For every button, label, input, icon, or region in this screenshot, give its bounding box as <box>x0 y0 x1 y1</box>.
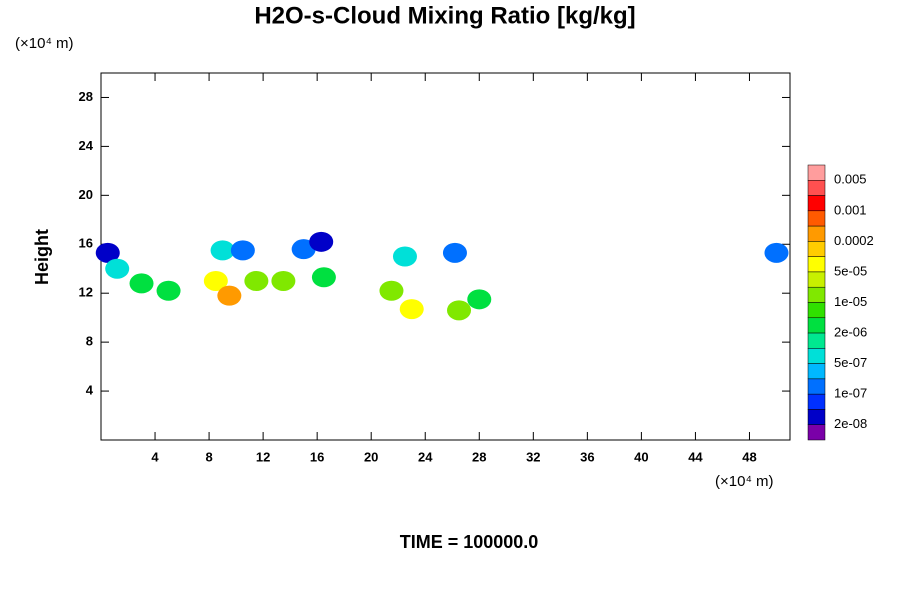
cloud-cell <box>392 246 417 267</box>
colorbar-box <box>807 286 826 303</box>
cloud-cell <box>230 240 255 261</box>
colorbar-label: 1e-07 <box>834 386 867 401</box>
colorbar-box <box>807 378 826 395</box>
x-tick-label: 12 <box>256 449 270 464</box>
cloud-cell <box>105 258 130 279</box>
colorbar-box <box>807 393 826 410</box>
x-tick-label: 20 <box>364 449 378 464</box>
colorbar-box <box>807 302 826 319</box>
cloud-cell <box>442 242 467 263</box>
colorbar-label: 2e-06 <box>834 324 867 339</box>
colorbar-label: 5e-07 <box>834 355 867 370</box>
cloud-cell <box>217 285 242 306</box>
colorbar-box <box>807 332 826 349</box>
colorbar-label: 1e-05 <box>834 294 867 309</box>
colorbar-label: 0.001 <box>834 202 867 217</box>
colorbar-box <box>807 409 826 425</box>
x-tick-label: 40 <box>634 449 648 464</box>
y-tick-label: 16 <box>79 236 93 251</box>
y-tick-label: 20 <box>79 187 93 202</box>
colorbar-box <box>807 195 826 212</box>
cloud-cell <box>309 231 334 252</box>
cloud-cell <box>156 280 181 301</box>
cloud-cell <box>129 273 154 294</box>
colorbar-label: 5e-05 <box>834 263 867 278</box>
y-axis-label: Height <box>32 229 52 285</box>
y-tick-label: 12 <box>79 285 93 300</box>
cloud-cell <box>311 267 336 288</box>
cloud-cell <box>467 289 492 310</box>
y-tick-label: 4 <box>86 383 94 398</box>
cloud-cell <box>203 270 228 291</box>
x-tick-label: 24 <box>418 449 433 464</box>
colorbar-label: 0.0002 <box>834 233 874 248</box>
colorbar-box <box>807 317 826 334</box>
cloud-cell <box>379 280 404 301</box>
cloud-cell <box>447 300 472 321</box>
y-tick-label: 28 <box>79 89 93 104</box>
cloud-cell <box>399 299 424 320</box>
x-tick-label: 4 <box>151 449 159 464</box>
colorbar-box <box>807 164 826 181</box>
colorbar-box <box>807 424 826 441</box>
colorbar-box <box>807 225 826 242</box>
colorbar-box <box>807 210 826 227</box>
x-tick-label: 36 <box>580 449 594 464</box>
colorbar-label: 0.005 <box>834 172 867 187</box>
y-tick-label: 8 <box>86 334 93 349</box>
cloud-cell <box>95 242 120 263</box>
chart-title: H2O-s-Cloud Mixing Ratio [kg/kg] <box>254 2 635 29</box>
colorbar-label: 2e-08 <box>834 416 867 431</box>
x-unit-label: (×10⁴ m) <box>715 473 774 490</box>
footer: TIME = 100000.0 <box>400 532 539 552</box>
y-tick-label: 24 <box>79 138 94 153</box>
x-tick-label: 16 <box>310 449 324 464</box>
y-unit-label: (×10⁴ m) <box>15 35 74 52</box>
x-tick-label: 48 <box>742 449 756 464</box>
colorbar-box <box>807 180 826 196</box>
colorbar-box <box>807 256 826 273</box>
colorbar-box <box>807 363 826 380</box>
cloud-cell <box>764 242 789 263</box>
colorbar-box <box>807 271 826 288</box>
colorbar-box <box>807 348 826 364</box>
colorbar-box <box>807 241 826 257</box>
cloud-cell <box>210 240 235 261</box>
cloud-cell <box>271 270 296 291</box>
x-tick-label: 32 <box>526 449 540 464</box>
x-tick-label: 8 <box>205 449 212 464</box>
cloud-cell <box>244 270 269 291</box>
x-tick-label: 28 <box>472 449 486 464</box>
x-tick-label: 44 <box>688 449 703 464</box>
